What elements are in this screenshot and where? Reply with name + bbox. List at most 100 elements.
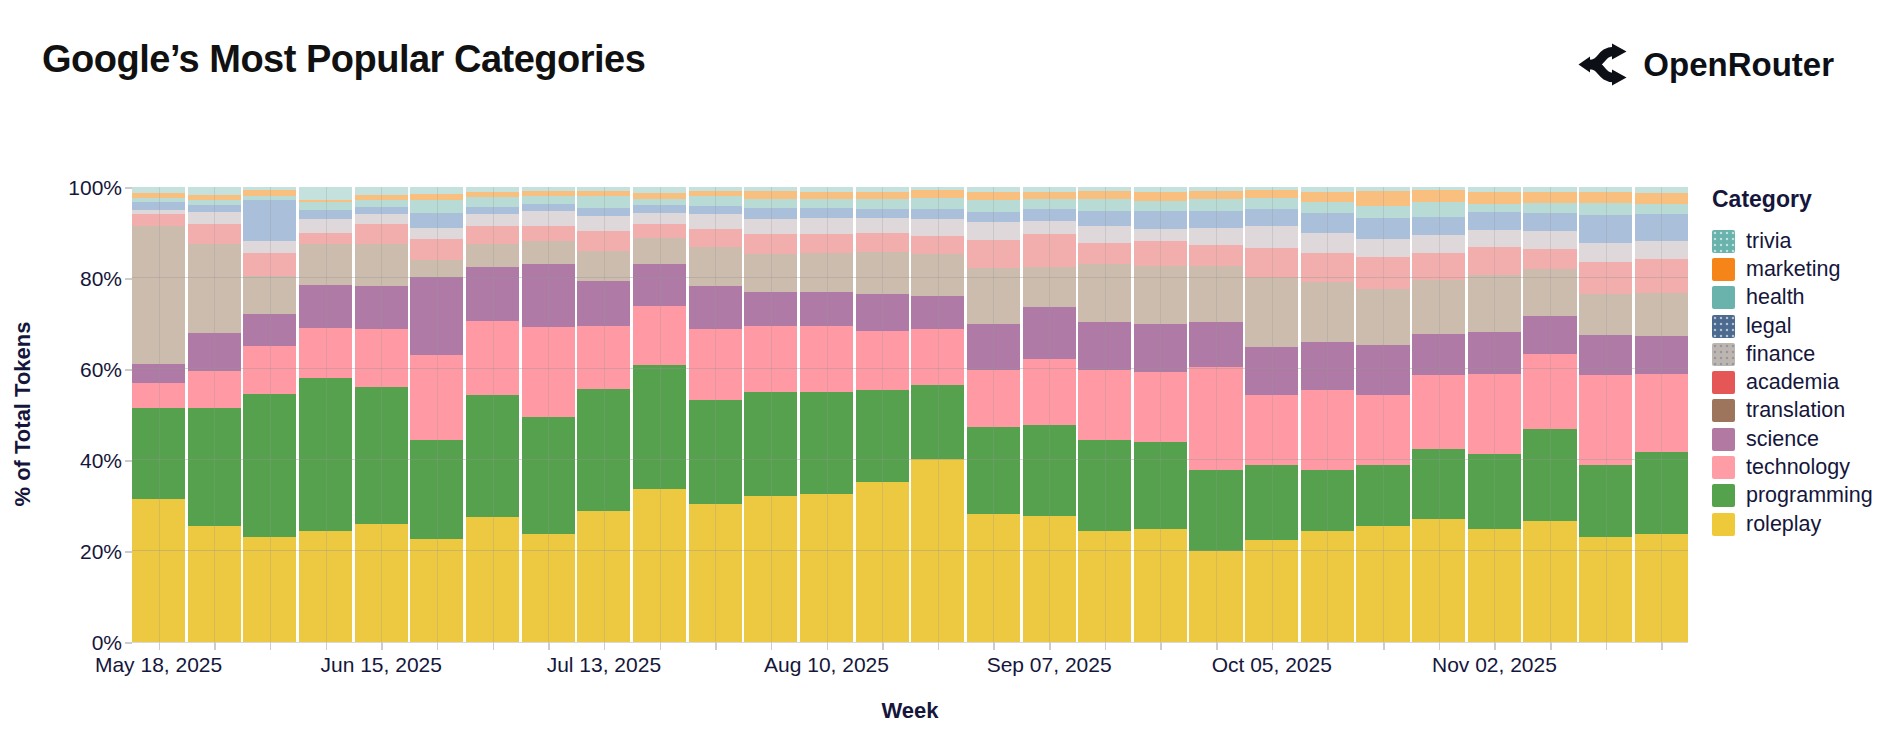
bar-segment-finance[interactable] [1189,228,1242,245]
bar-segment-roleplay[interactable] [466,517,519,642]
legend-item-technology[interactable]: technology [1712,453,1880,481]
bar-segment-finance[interactable] [410,228,463,239]
bar-segment-finance[interactable] [800,218,853,234]
bar-segment-translation[interactable] [1078,264,1131,322]
bar-segment-health[interactable] [1078,199,1131,211]
bar-segment-legal[interactable] [633,205,686,212]
bar-segment-technology[interactable] [577,326,630,389]
bar-segment-translation[interactable] [522,241,575,264]
bar-segment-academia[interactable] [856,233,909,253]
bar-segment-legal[interactable] [1635,214,1688,241]
bar-segment-programming[interactable] [1356,465,1409,525]
bar-segment-health[interactable] [744,199,797,208]
bar-segment-health[interactable] [299,202,352,210]
bar-segment-academia[interactable] [1078,243,1131,264]
bar-segment-translation[interactable] [188,244,241,333]
bar-segment-technology[interactable] [1023,359,1076,425]
bar-segment-programming[interactable] [132,408,185,499]
bar-segment-technology[interactable] [299,328,352,378]
bar-segment-translation[interactable] [856,252,909,294]
bar-segment-translation[interactable] [1635,293,1688,336]
bar-segment-finance[interactable] [522,211,575,226]
bar-segment-translation[interactable] [967,268,1020,324]
legend-item-marketing[interactable]: marketing [1712,255,1880,283]
bar-segment-roleplay[interactable] [355,524,408,642]
bar-segment-science[interactable] [1412,334,1465,376]
bar-segment-finance[interactable] [1301,233,1354,253]
bar-segment-academia[interactable] [132,214,185,225]
bar-segment-health[interactable] [466,197,519,207]
bar-segment-marketing[interactable] [1301,192,1354,202]
bar-segment-trivia[interactable] [188,187,241,195]
bar-segment-technology[interactable] [410,355,463,440]
bar-segment-legal[interactable] [243,200,296,240]
legend-item-programming[interactable]: programming [1712,482,1880,510]
bar-segment-academia[interactable] [355,224,408,244]
bar-segment-finance[interactable] [1523,231,1576,249]
bar-segment-finance[interactable] [1412,235,1465,253]
bar-segment-roleplay[interactable] [744,496,797,643]
bar-segment-academia[interactable] [911,236,964,254]
bar-segment-legal[interactable] [744,208,797,219]
bar-segment-programming[interactable] [1468,454,1521,529]
bar-segment-trivia[interactable] [410,187,463,194]
bar-segment-finance[interactable] [911,219,964,236]
bar-segment-health[interactable] [577,196,630,208]
bar-segment-programming[interactable] [1245,465,1298,540]
bar-segment-marketing[interactable] [744,191,797,199]
bar-segment-finance[interactable] [1579,243,1632,261]
bar-segment-technology[interactable] [522,327,575,417]
bar-segment-translation[interactable] [1468,275,1521,331]
bar-segment-academia[interactable] [1523,249,1576,269]
bar-segment-legal[interactable] [1301,213,1354,233]
bar-segment-academia[interactable] [1023,234,1076,267]
bar-segment-roleplay[interactable] [1523,521,1576,642]
bar-segment-programming[interactable] [577,389,630,510]
bar-segment-roleplay[interactable] [1468,529,1521,642]
bar-segment-technology[interactable] [355,329,408,387]
bar-segment-legal[interactable] [410,213,463,228]
bar-segment-health[interactable] [1134,201,1187,211]
bar-segment-technology[interactable] [1356,395,1409,466]
bar-segment-science[interactable] [1023,307,1076,359]
bar-segment-finance[interactable] [1078,226,1131,243]
bar-segment-technology[interactable] [744,326,797,392]
bar-segment-legal[interactable] [1245,209,1298,226]
bar-segment-legal[interactable] [355,207,408,214]
bar-segment-translation[interactable] [633,238,686,264]
bar-segment-legal[interactable] [132,202,185,210]
bar-segment-finance[interactable] [633,213,686,224]
bar-segment-finance[interactable] [355,214,408,224]
bar-segment-programming[interactable] [1412,449,1465,519]
bar-segment-marketing[interactable] [911,190,964,198]
bar-segment-health[interactable] [856,199,909,209]
bar-segment-science[interactable] [299,285,352,328]
bar-segment-academia[interactable] [1579,262,1632,294]
bar-segment-science[interactable] [744,292,797,326]
bar-segment-health[interactable] [410,200,463,213]
bar-segment-programming[interactable] [967,427,1020,513]
bar-segment-academia[interactable] [577,231,630,251]
bar-segment-translation[interactable] [243,276,296,315]
bar-segment-technology[interactable] [1468,374,1521,454]
bar-segment-finance[interactable] [856,218,909,232]
bar-segment-academia[interactable] [299,233,352,244]
bar-segment-finance[interactable] [1635,241,1688,259]
bar-segment-academia[interactable] [1301,253,1354,281]
bar-segment-academia[interactable] [967,240,1020,268]
bar-segment-finance[interactable] [577,216,630,231]
bar-segment-legal[interactable] [1023,209,1076,221]
bar-segment-roleplay[interactable] [1134,529,1187,642]
bar-segment-technology[interactable] [1301,390,1354,471]
bar-segment-academia[interactable] [522,226,575,241]
bar-segment-academia[interactable] [633,224,686,238]
bar-segment-legal[interactable] [1412,217,1465,235]
bar-segment-programming[interactable] [1189,470,1242,550]
bar-segment-legal[interactable] [577,208,630,216]
bar-segment-roleplay[interactable] [1078,531,1131,642]
bar-segment-roleplay[interactable] [967,514,1020,642]
bar-segment-roleplay[interactable] [689,504,742,642]
bar-segment-science[interactable] [355,286,408,329]
bar-segment-technology[interactable] [800,326,853,392]
bar-segment-marketing[interactable] [1023,192,1076,199]
